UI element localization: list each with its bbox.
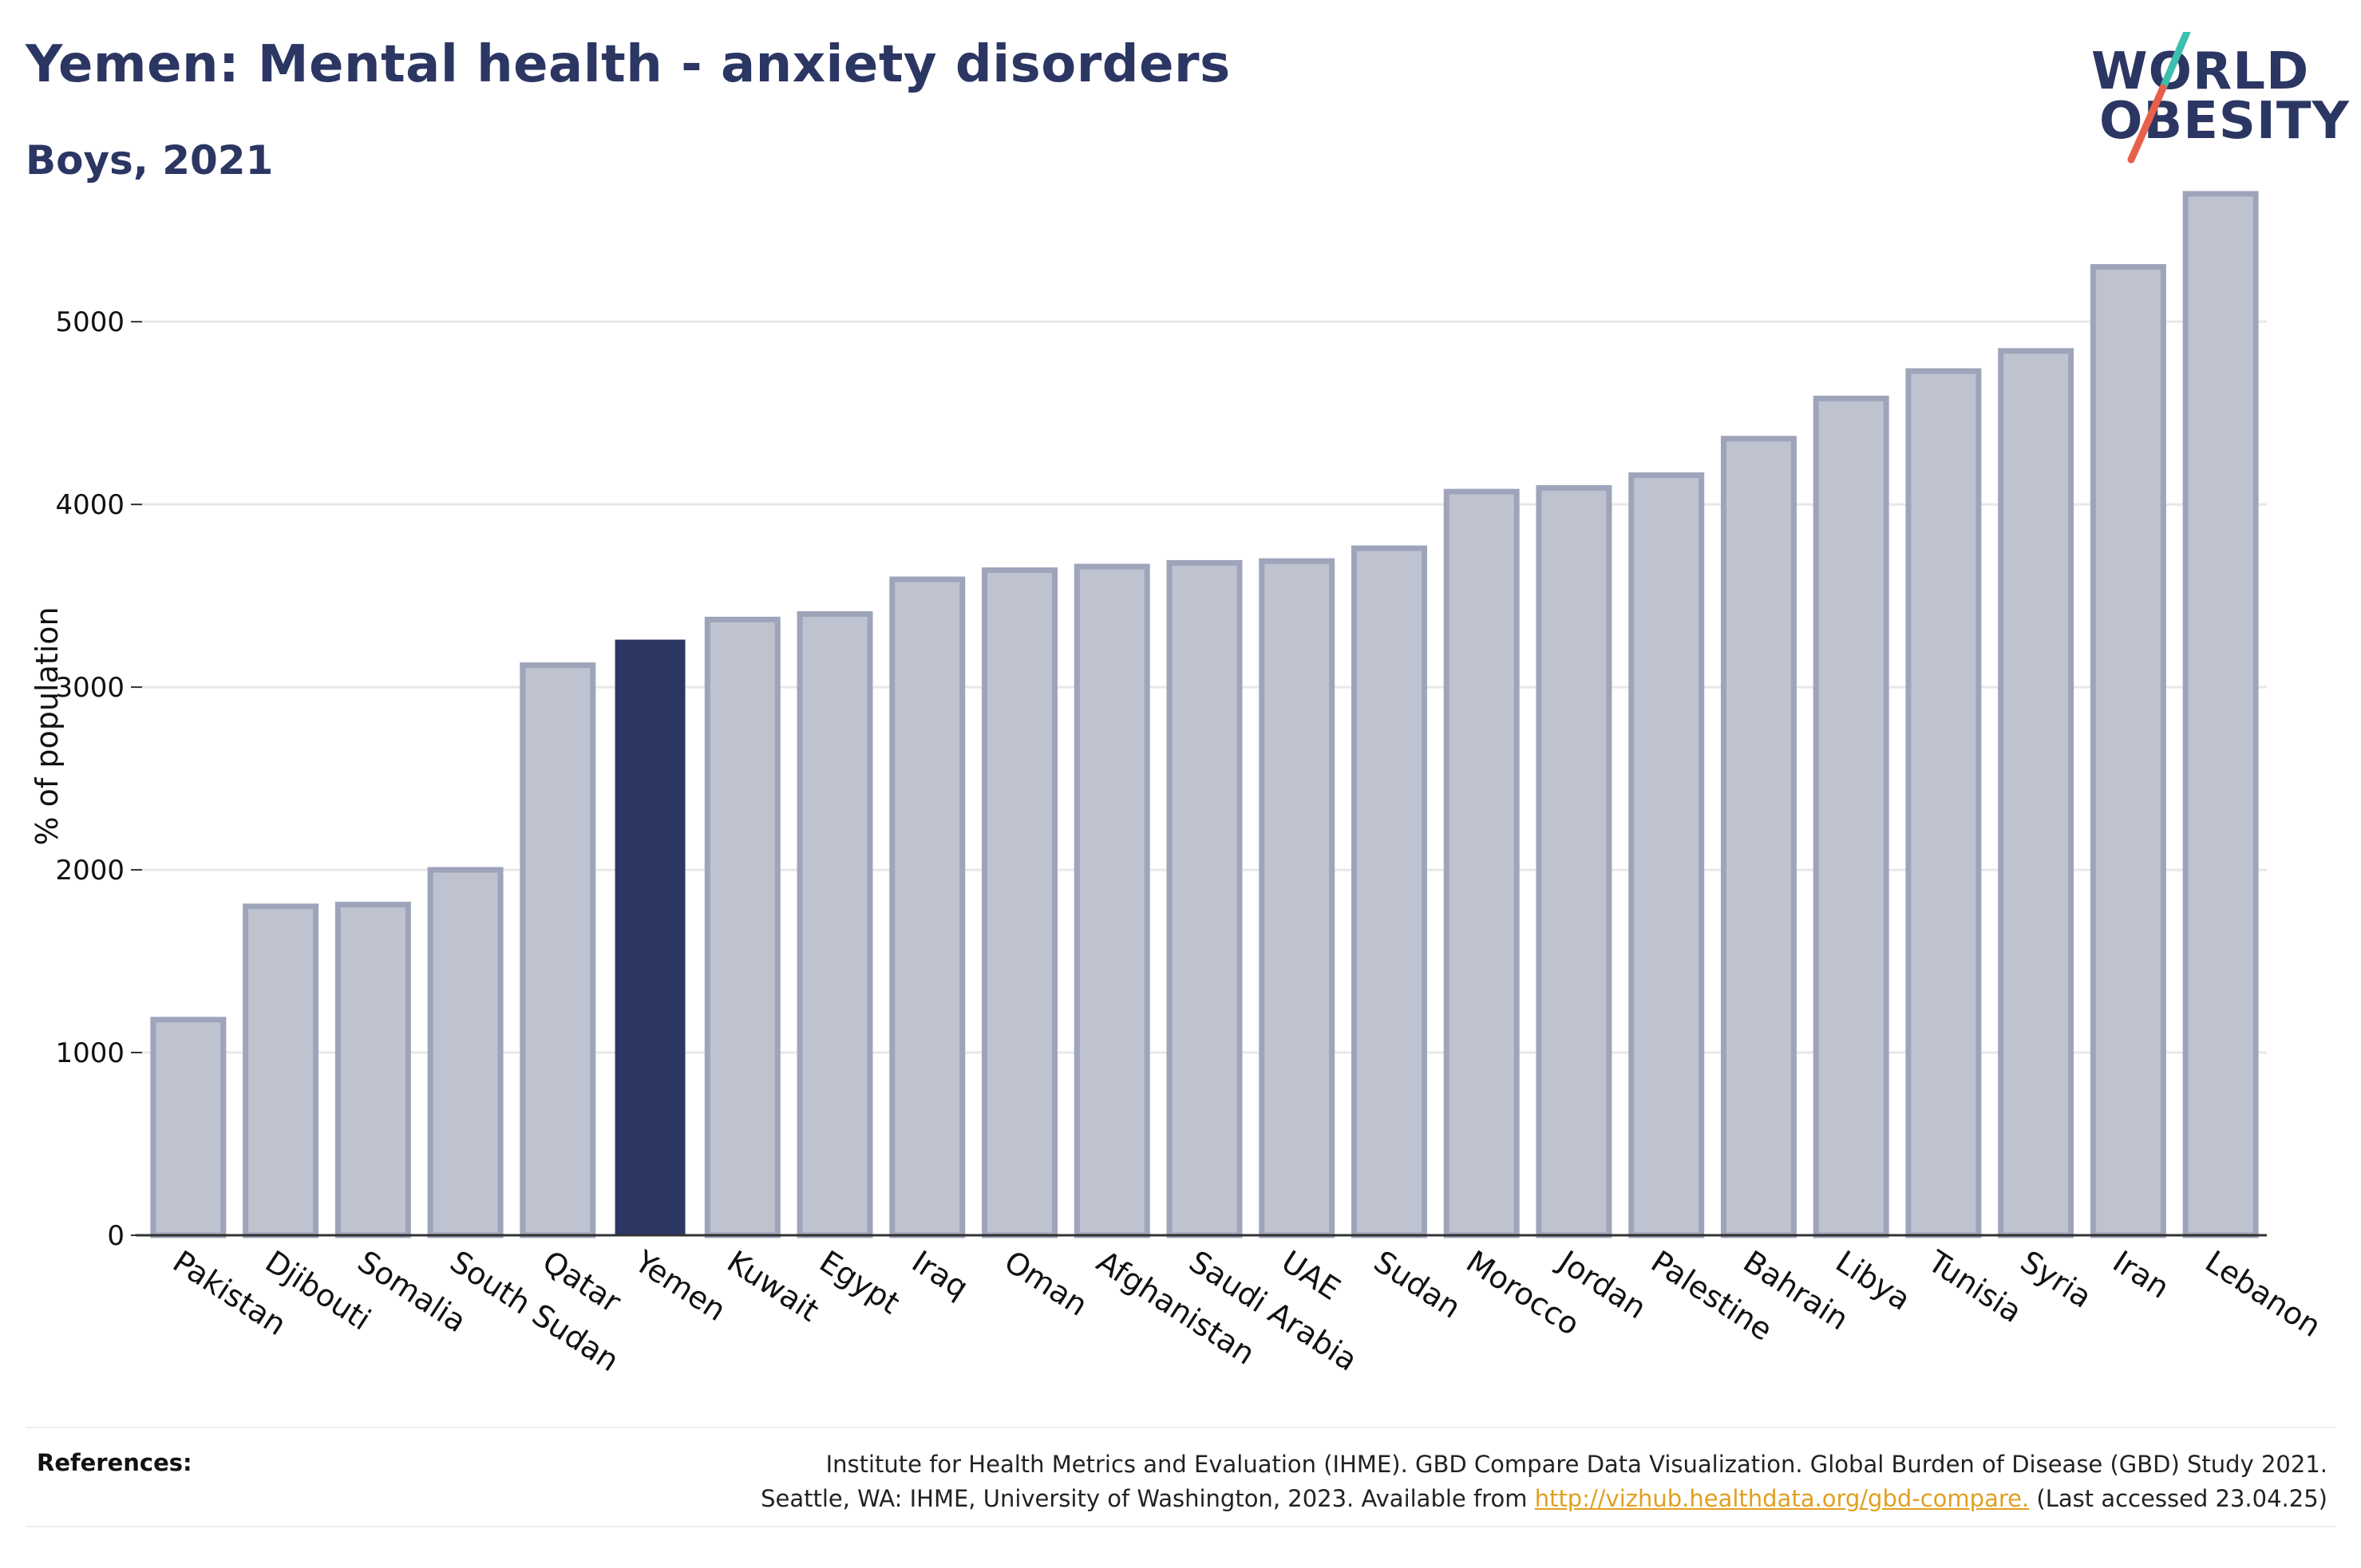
bar-qatar [520,662,596,1238]
x-tick-label: Tunisia [1921,1243,2028,1329]
bar-yemen [615,639,686,1235]
bar-kuwait [704,616,781,1238]
bar-libya [1813,395,1889,1238]
bar-palestine [1628,472,1705,1238]
x-tick-label: Iran [2106,1244,2175,1305]
bar-oman [982,567,1058,1238]
x-tick-label: Yemen [628,1243,733,1328]
bar-lebanon [2182,191,2259,1238]
x-tick-label: Egypt [813,1244,906,1321]
bar-sudan [1351,545,1427,1238]
bar-south-sudan [427,867,504,1238]
bar-syria [1998,348,2074,1238]
bar-afghanistan [1074,563,1150,1238]
y-tick-label: 1000 [55,1037,125,1069]
references-label: References: [37,1449,192,1476]
chart-subtitle: Boys, 2021 [26,137,274,184]
references-section: References: Institute for Health Metrics… [26,1427,2335,1527]
y-tick-label: 0 [107,1220,125,1252]
bar-djibouti [243,903,319,1238]
x-tick-label: Kuwait [721,1244,825,1329]
bar-iran [2090,263,2166,1238]
x-tick-label: Syria [2015,1244,2098,1315]
chart-title: Yemen: Mental health - anxiety disorders [26,35,1231,94]
y-tick-label: 5000 [55,306,125,338]
reference-line-2-end: (Last accessed 23.04.25) [2029,1485,2327,1512]
bar-pakistan [150,1017,227,1238]
logo-word-world: WORLD [2091,42,2310,101]
x-tick-label: Afghanistan [1090,1244,1261,1372]
bar-bahrain [1720,436,1797,1238]
x-tick-label: Sudan [1368,1244,1467,1325]
bar-egypt [797,611,873,1238]
y-tick-label: 3000 [55,672,125,704]
x-tick-label: Oman [999,1244,1094,1323]
bar-jordan [1536,485,1612,1238]
bar-morocco [1443,488,1520,1238]
y-tick-label: 2000 [55,855,125,887]
y-axis-label: % of population [30,606,65,845]
bar-tunisia [1905,368,1982,1238]
x-tick-label: Lebanon [2199,1244,2327,1345]
references-text: Institute for Health Metrics and Evaluat… [761,1448,2327,1516]
logo-slash-icon [2127,32,2191,164]
reference-line-2-start: Seattle, WA: IHME, University of Washing… [761,1485,1535,1512]
reference-line-2: Seattle, WA: IHME, University of Washing… [761,1482,2327,1516]
bar-iraq [889,576,966,1238]
reference-link[interactable]: http://vizhub.healthdata.org/gbd-compare… [1534,1485,2030,1512]
y-axis-ticks: 0 1000 2000 3000 4000 5000 [55,306,142,1252]
y-tick-label: 4000 [55,489,125,521]
bars [150,191,2259,1238]
bar-uae [1259,558,1335,1238]
x-tick-label: Iraq [906,1244,975,1305]
reference-line-1: Institute for Health Metrics and Evaluat… [825,1451,2327,1478]
bar-somalia [334,902,411,1238]
world-obesity-logo[interactable]: WORLD OBESITY [2075,32,2349,176]
bar-saudi-arabia [1166,559,1243,1238]
bar-chart: 0 1000 2000 3000 4000 5000 PakistanDjiboutiSo… [30,191,2327,1379]
